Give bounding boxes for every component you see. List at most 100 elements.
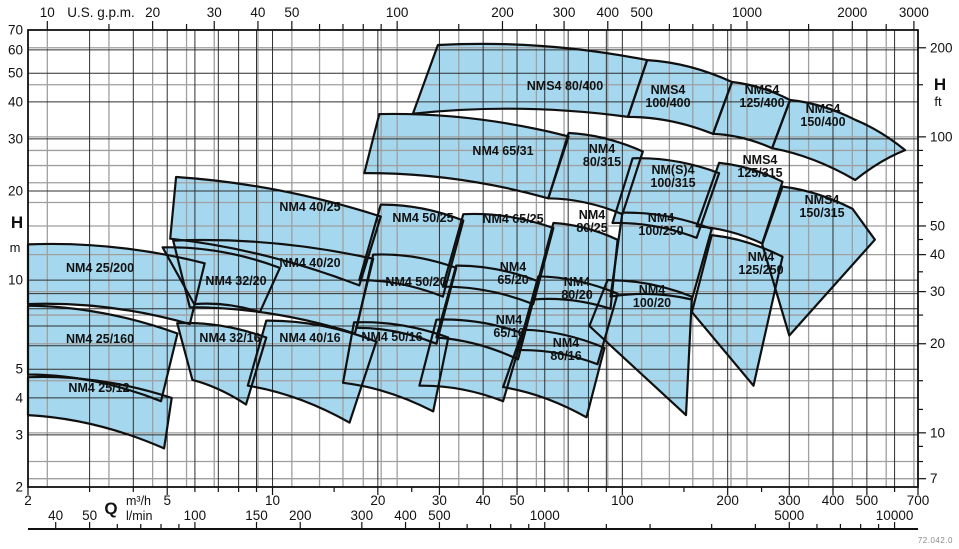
top-axis-label: 10 [40,5,55,20]
region-label-nm4-80-25: NM4 80/25 [576,208,607,235]
top-axis-label: 200 [491,5,514,20]
right-axis-label: 20 [930,336,945,351]
left-axis-label: 20 [8,184,23,199]
left-axis-label: 40 [8,94,23,109]
left-axis-label: 5 [15,362,23,377]
region-label-nm4-25-200: NM4 25/200 [66,261,134,275]
region-label-nms4-125-315: NMS4 125/315 [737,153,782,180]
lmin-axis-label: 400 [394,508,417,523]
region-label-nm4-65-25: NM4 65/25 [482,212,543,226]
left-axis-unit: m [10,240,21,255]
lmin-axis-label: 50 [82,508,97,523]
bottom-axis-label: 100 [611,493,634,508]
region-fill-nm4-65-31 [364,113,569,199]
region-nm4-65-20 [435,264,540,361]
region-nm4-125-250 [690,234,784,387]
region-label-nms4-150-315: NMS4 150/315 [799,193,844,220]
left-axis-label: 10 [8,273,23,288]
bottom-axis-label: 300 [778,493,801,508]
top-axis-label: 100 [386,5,409,20]
region-fill-nms4-100-400 [628,60,732,134]
region-nm4-40-25 [169,175,382,287]
region-nm4-80-16 [502,328,606,419]
right-axis-label: 10 [930,425,945,440]
bottom-axis-label: 20 [370,493,385,508]
region-label-nm4-100-20: NM4 100/20 [633,283,671,310]
bottom-axis-label: 30 [432,493,447,508]
top-axis-unit: U.S. g.p.m. [67,5,135,20]
left-axis-label: 4 [15,390,23,405]
top-axis-label: 1000 [732,5,762,20]
region-nm4-100-20 [588,278,693,417]
bottom-axis-label: 40 [476,493,491,508]
region-fill-nms4-150-400 [772,100,906,180]
region-nms4-150-315 [761,185,876,337]
region-label-nm4-50-20: NM4 50/20 [385,275,446,289]
region-outlines [26,42,907,450]
region-fill-nm4-80-16 [503,329,605,418]
region-nm4-25-200 [26,242,206,326]
left-axis-title: H [11,213,23,232]
region-label-nms4-80-400: NMS4 80/400 [527,79,603,93]
region-label-nm4-50-16: NM4 50/16 [361,330,422,344]
doc-code: 72.042.0 [917,536,953,545]
region-nm4-32-16 [176,321,268,406]
left-axis-label: 50 [8,66,23,81]
region-label-nm4-125-250: NM4 125/250 [738,250,783,277]
region-nm4-50-25 [358,203,465,298]
right-axis-label: 100 [930,129,953,144]
region-fill-nm4-25-160 [28,305,178,402]
left-axis-label: 30 [8,131,23,146]
bottom-axis-label: 50 [510,493,525,508]
top-axis-label: 30 [207,5,222,20]
lmin-axis-label: 100 [184,508,207,523]
top-axis-label: 40 [250,5,265,20]
bottom-axis-label: 400 [822,493,845,508]
region-nm4-80-20 [516,275,619,366]
left-axis-label: 3 [15,427,23,442]
top-axis-label: 500 [630,5,653,20]
region-nm4-32-20 [161,246,281,314]
bottom-axis-label: 200 [716,493,739,508]
bottom-axis-label: 5 [163,493,171,508]
region-label-nms4-125-400: NMS4 125/400 [739,83,784,110]
region-label-nm4-40-25: NM4 40/25 [279,200,340,214]
region-label-nm4-65-20: NM4 65/20 [497,260,528,287]
bottom-axis-label: 2 [24,493,32,508]
right-axis-label: 7 [930,471,938,486]
region-label-nm4-65-31: NM4 65/31 [472,144,533,158]
top-axis-label: 300 [553,5,576,20]
bottom-axis-label: 500 [856,493,879,508]
region-label-nm4-100-250: NM4 100/250 [638,211,683,238]
region-label-nm4-40-16: NM4 40/16 [279,331,340,345]
right-axis-unit: ft [934,94,942,109]
q-axis-unit-m3h: m³/h [126,494,151,508]
q-axis-unit-lmin: l/min [126,509,152,523]
region-nm4-50-16 [341,321,450,413]
region-fill-nm4-25-12 [28,376,172,449]
lmin-axis-label: 40 [48,508,63,523]
lmin-axis-label: 500 [428,508,451,523]
right-axis-label: 40 [930,247,945,262]
grid-layer [27,29,919,488]
region-nm4-25-12 [26,375,173,450]
region-label-nm4-65-16: NM4 65/16 [493,313,524,340]
region-fill-nm4-125-250 [691,235,783,386]
region-fill-nm4-50-16 [343,322,449,412]
region-label-nm4-40-20: NM4 40/20 [279,256,340,270]
lmin-axis-label: 5000 [774,508,804,523]
region-label-nm4-32-20: NM4 32/20 [205,274,266,288]
right-axis-label: 200 [930,40,953,55]
axes-layer: 10 20 30 40 50 100 200 300 400 500 1000 2000 3000 U.S… [8,5,953,530]
region-nm-s-4-100-315 [611,157,721,239]
region-labels: NM4 25/200 NM4 25/160 NM4 25/12 NM4 32/20 NM… [66,79,846,395]
region-nm4-50-20 [355,253,458,345]
top-axis-label: 400 [597,5,620,20]
right-axis-label: 50 [930,218,945,233]
region-label-nm4-80-20: NM4 80/20 [561,275,592,302]
lmin-axis-label: 10000 [876,508,914,523]
lmin-axis-label: 1000 [530,508,560,523]
region-label-nm4-25-160: NM4 25/160 [66,332,134,346]
